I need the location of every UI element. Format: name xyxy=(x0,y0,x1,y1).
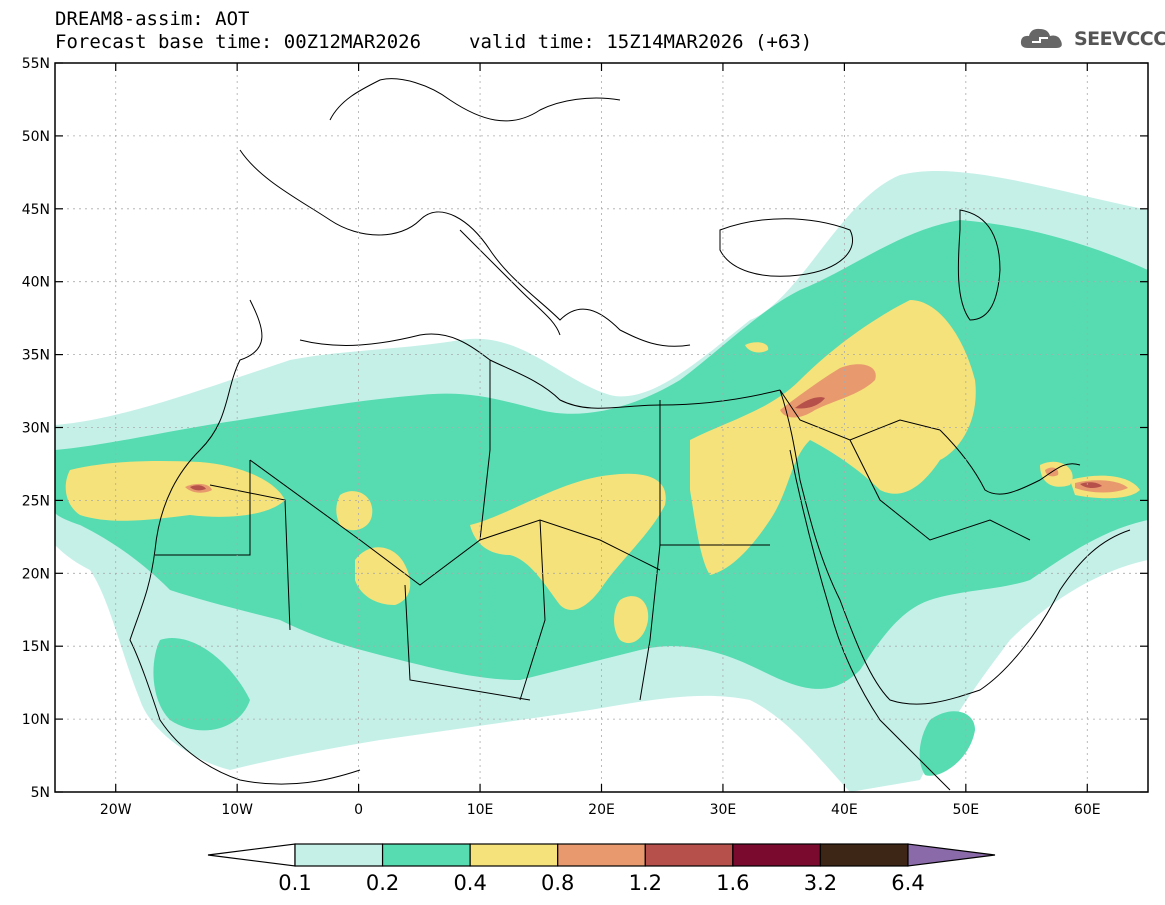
lon-tick-label: 60E xyxy=(1074,802,1101,818)
colorbar-box xyxy=(819,843,909,867)
lat-tick-label: 10N xyxy=(22,712,50,728)
colorbar-level-label: 6.4 xyxy=(891,871,924,895)
coastlines-borders xyxy=(129,78,1131,791)
cloud-icon xyxy=(1020,28,1062,48)
lat-tick-label: 15N xyxy=(22,639,50,655)
colorbar-level-label: 0.8 xyxy=(541,871,574,895)
lat-tick-label: 25N xyxy=(22,493,50,509)
colorbar-low-arrow xyxy=(207,843,296,867)
colorbar-level-label: 3.2 xyxy=(804,871,837,895)
lon-tick-label: 20W xyxy=(100,802,132,818)
lat-tick-label: 35N xyxy=(22,348,50,364)
lat-tick-label: 30N xyxy=(22,421,50,437)
aot-level-1-2 xyxy=(190,397,1102,491)
colorbar-level-label: 0.1 xyxy=(278,871,311,895)
gridlines xyxy=(55,63,1148,792)
lat-tick-label: 55N xyxy=(22,56,50,72)
lat-tick-label: 45N xyxy=(22,202,50,218)
colorbar-box xyxy=(732,843,822,867)
colorbar-box xyxy=(294,843,384,867)
lon-tick-label: 50E xyxy=(952,802,979,818)
forecast-times: Forecast base time: 00Z12MAR2026 valid ti… xyxy=(55,31,812,53)
valid-time: valid time: 15Z14MAR2026 (+63) xyxy=(469,31,813,53)
lat-tick-label: 50N xyxy=(22,129,50,145)
colorbar: 0.1 0.2 0.4 0.8 1.2 1.6 3.2 6.4 xyxy=(207,843,996,895)
base-time: Forecast base time: 00Z12MAR2026 xyxy=(55,31,422,53)
lon-tick-label: 10E xyxy=(467,802,494,818)
colorbar-box xyxy=(469,843,559,867)
lon-tick-label: 40E xyxy=(831,802,858,818)
colorbar-level-label: 0.4 xyxy=(453,871,486,895)
colorbar-box xyxy=(644,843,734,867)
colorbar-box xyxy=(557,843,646,867)
colorbar-high-arrow xyxy=(907,843,996,867)
seevccc-logo: SEEVCCC xyxy=(1018,24,1165,54)
colorbar-level-label: 0.2 xyxy=(366,871,399,895)
lon-tick-label: 10W xyxy=(221,802,253,818)
lon-tick-label: 0 xyxy=(354,802,363,818)
logo-text: SEEVCCC xyxy=(1074,28,1165,50)
map-title: DREAM8-assim: AOT xyxy=(55,8,250,30)
lon-tick-label: 20E xyxy=(588,802,615,818)
lon-tick-label: 30E xyxy=(710,802,737,818)
lat-tick-label: 20N xyxy=(22,566,50,582)
colorbar-level-label: 1.2 xyxy=(629,871,662,895)
map-axes: 20W 10W 0 10E 20E 30E 40E 50E 60E 55N 50N 45N 40N 35N… xyxy=(22,56,1148,818)
colorbar-box xyxy=(381,843,471,867)
lat-tick-label: 5N xyxy=(31,785,50,801)
colorbar-level-label: 1.6 xyxy=(716,871,749,895)
lat-tick-label: 40N xyxy=(22,275,50,291)
